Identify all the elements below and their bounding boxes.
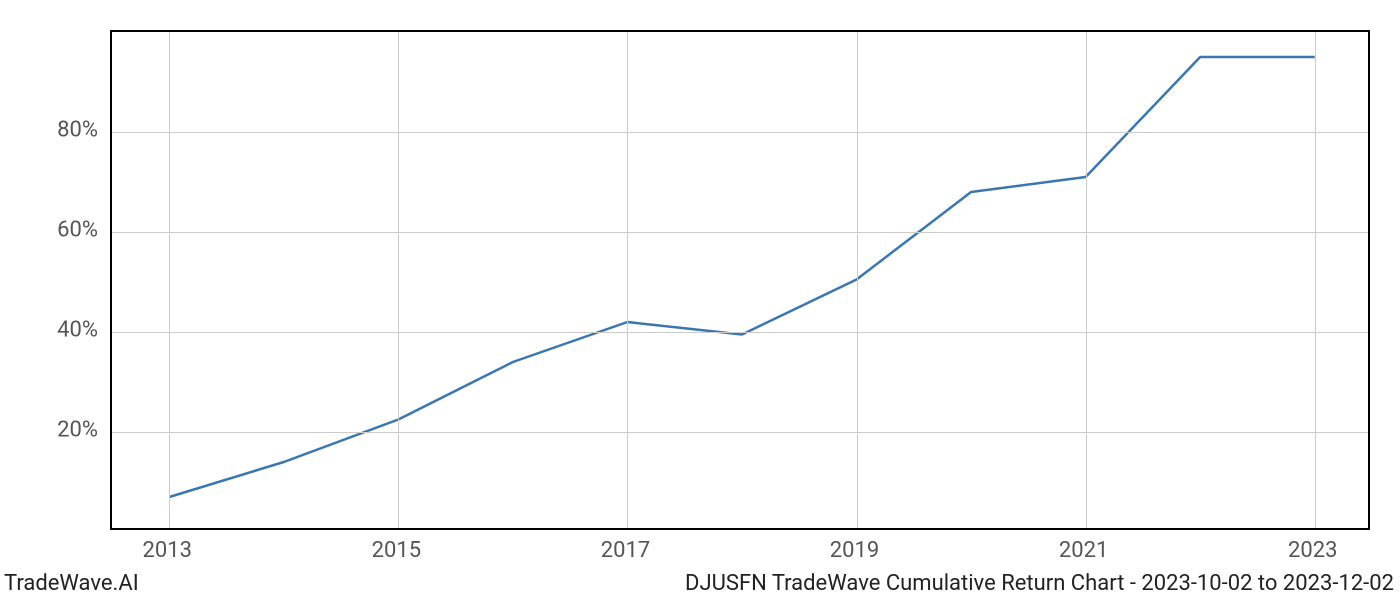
chart-line-svg <box>112 32 1372 532</box>
grid-line-horizontal <box>112 432 1368 433</box>
grid-line-vertical <box>857 32 858 528</box>
y-tick-label: 20% <box>0 418 98 443</box>
grid-line-vertical <box>627 32 628 528</box>
x-tick-label: 2015 <box>372 538 421 563</box>
y-tick-label: 60% <box>0 218 98 243</box>
x-tick-label: 2021 <box>1059 538 1108 563</box>
grid-line-horizontal <box>112 132 1368 133</box>
grid-line-horizontal <box>112 332 1368 333</box>
x-tick-label: 2013 <box>143 538 192 563</box>
x-tick-label: 2019 <box>830 538 879 563</box>
grid-line-vertical <box>398 32 399 528</box>
grid-line-horizontal <box>112 232 1368 233</box>
grid-line-vertical <box>1086 32 1087 528</box>
grid-line-vertical <box>169 32 170 528</box>
footer-right-label: DJUSFN TradeWave Cumulative Return Chart… <box>685 571 1394 596</box>
y-tick-label: 40% <box>0 318 98 343</box>
data-line <box>169 57 1314 497</box>
grid-line-vertical <box>1315 32 1316 528</box>
footer-left-label: TradeWave.AI <box>4 571 139 596</box>
x-tick-label: 2017 <box>601 538 650 563</box>
x-tick-label: 2023 <box>1288 538 1337 563</box>
plot-area <box>110 30 1370 530</box>
y-tick-label: 80% <box>0 118 98 143</box>
